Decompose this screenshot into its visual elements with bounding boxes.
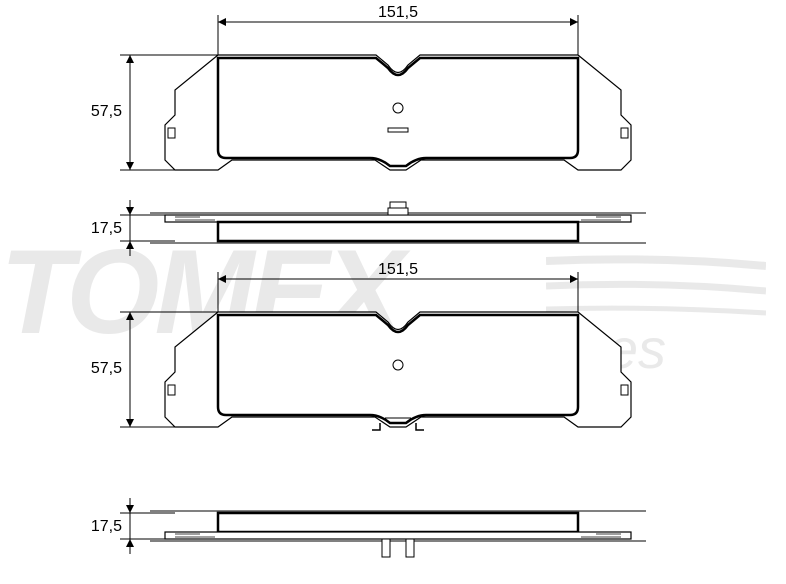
top-pad-front-view (165, 55, 631, 170)
bottom-pad-side-view (150, 511, 646, 557)
brake-pad-diagram: 151,5 57,5 17,5 (0, 0, 786, 584)
dim-height-top-text: 57,5 (91, 103, 122, 120)
dimension-width-top: 151,5 (218, 4, 578, 55)
dim-thickness-top-text: 17,5 (91, 220, 122, 237)
dim-width-bottom-text: 151,5 (378, 261, 418, 278)
dimension-width-bottom: 151,5 (218, 261, 578, 312)
dimension-thickness-top: 17,5 (91, 200, 175, 256)
dimension-thickness-bottom: 17,5 (91, 498, 175, 554)
dim-thickness-bottom-text: 17,5 (91, 518, 122, 535)
bottom-pad-front-view (165, 312, 631, 430)
top-pad-side-view (150, 202, 646, 243)
dim-height-bottom-text: 57,5 (91, 360, 122, 377)
dim-width-top-text: 151,5 (378, 4, 418, 21)
